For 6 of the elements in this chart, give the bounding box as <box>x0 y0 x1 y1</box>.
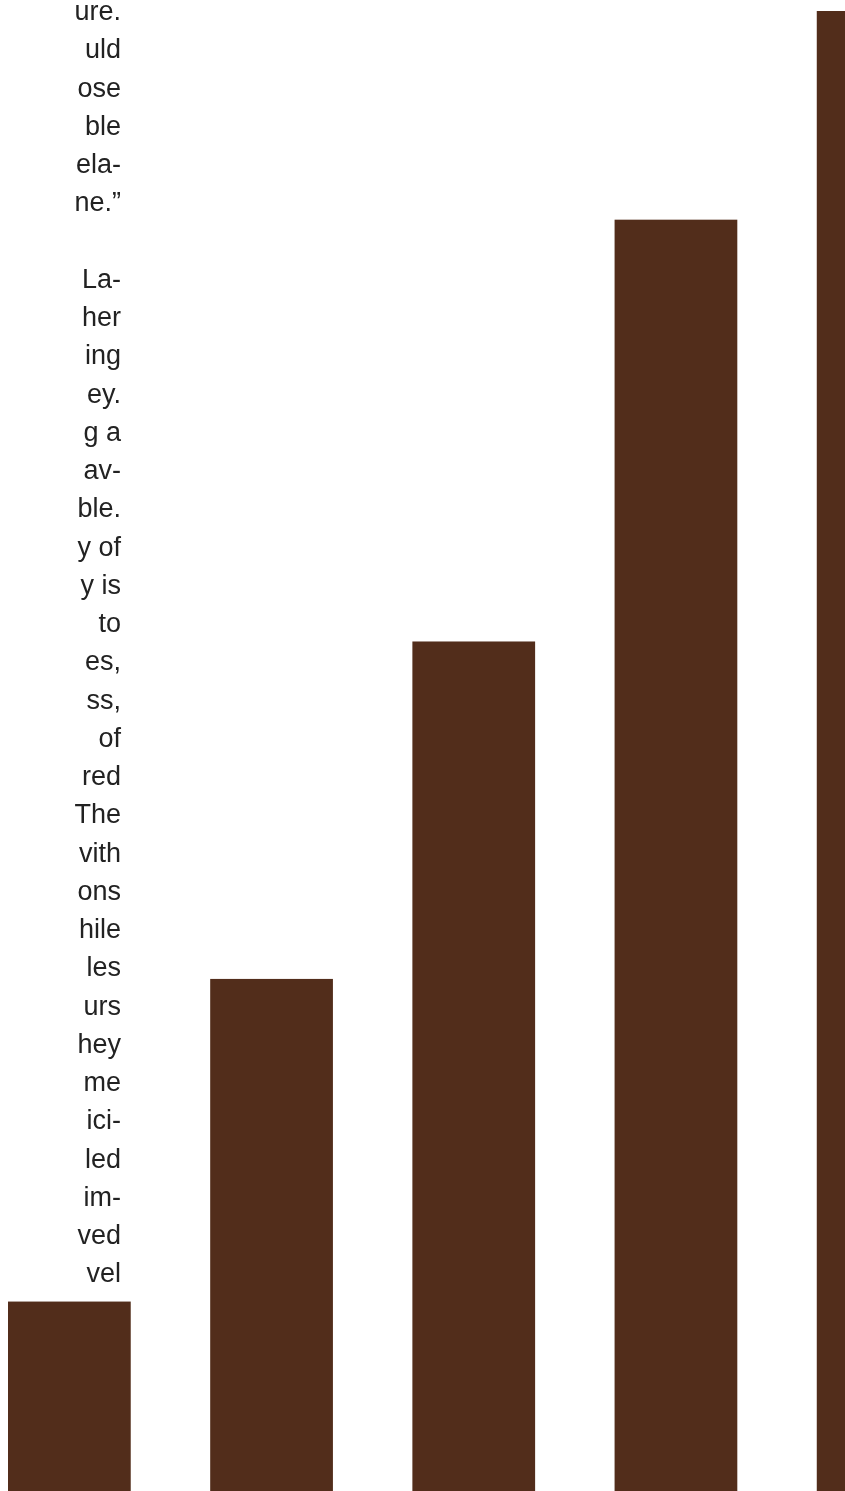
bar <box>210 978 333 1491</box>
bar <box>412 641 536 1491</box>
annotation: ure. uld ose ble ela- ne.” <box>74 0 121 218</box>
bar <box>8 1301 131 1491</box>
bar <box>614 219 738 1491</box>
text: La- her ing ey. g a av- ble. y of y is to es, ss, of red The vith ons hile les urs hey me ici- led im- ved vel <box>74 263 121 1289</box>
